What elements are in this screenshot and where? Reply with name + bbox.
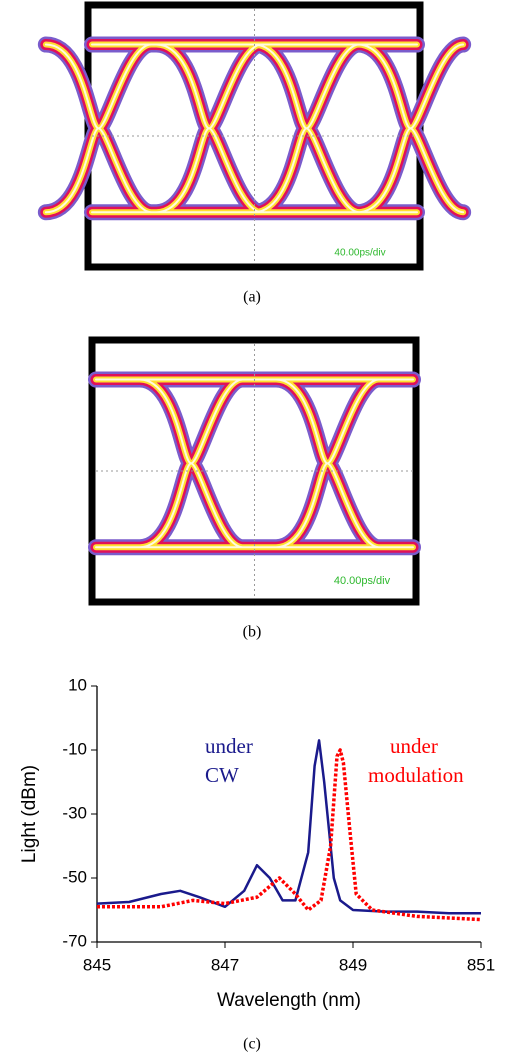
y-tick-label: -10 bbox=[62, 739, 87, 758]
annotation: under bbox=[390, 734, 438, 758]
scale-label: 40.00ps/div bbox=[334, 575, 391, 587]
x-tick-label: 849 bbox=[339, 955, 367, 974]
y-tick-label: -70 bbox=[62, 931, 87, 950]
caption: (b) bbox=[243, 624, 262, 641]
caption: (a) bbox=[243, 289, 261, 306]
y-tick-label: -50 bbox=[62, 867, 87, 886]
x-tick-label: 845 bbox=[83, 955, 111, 974]
spectrum-line bbox=[97, 748, 482, 922]
y-axis-title: Light (dBm) bbox=[19, 765, 40, 863]
x-axis-title: Wavelength (nm) bbox=[217, 990, 361, 1011]
annotation: under bbox=[205, 734, 253, 758]
spectrum-line bbox=[96, 739, 481, 915]
y-tick-label: 10 bbox=[68, 675, 87, 694]
x-tick-label: 847 bbox=[211, 955, 239, 974]
y-tick-label: -30 bbox=[62, 803, 87, 822]
x-tick-label: 851 bbox=[467, 955, 495, 974]
caption: (c) bbox=[243, 1036, 261, 1053]
annotation: modulation bbox=[368, 763, 464, 787]
annotation: CW bbox=[205, 763, 239, 787]
scale-label: 40.00ps/div bbox=[334, 248, 385, 259]
